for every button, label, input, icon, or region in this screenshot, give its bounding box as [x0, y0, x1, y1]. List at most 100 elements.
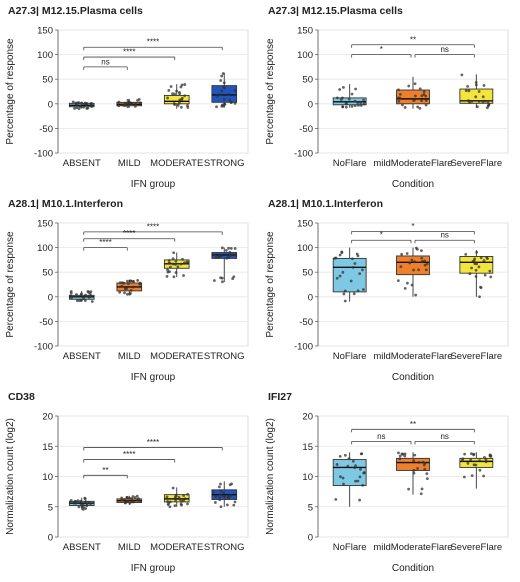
- significance-label: ns: [101, 57, 109, 66]
- jitter-point: [422, 90, 426, 94]
- chart-title: CD38: [8, 391, 35, 403]
- jitter-point: [132, 280, 135, 283]
- jitter-point: [350, 104, 354, 108]
- x-tick-label: MODERATE: [150, 351, 203, 362]
- y-tick-label: 50: [42, 75, 53, 86]
- jitter-point: [407, 84, 411, 88]
- y-tick-label: -50: [39, 124, 53, 135]
- jitter-point: [213, 501, 217, 504]
- jitter-point: [214, 494, 218, 498]
- chart-panel-ifi27-condition: IFI27 0 5 10 15 20 Normalization count (log2) C…: [260, 386, 520, 577]
- jitter-point: [489, 275, 493, 279]
- jitter-point: [339, 98, 343, 101]
- jitter-point: [168, 505, 172, 509]
- jitter-point: [343, 289, 347, 293]
- y-tick-label: 150: [297, 26, 313, 37]
- jitter-point: [420, 256, 424, 260]
- y-tick-label: 5: [48, 502, 53, 513]
- jitter-point: [182, 274, 185, 277]
- jitter-point: [180, 98, 184, 101]
- jitter-point: [219, 79, 223, 82]
- jitter-point: [169, 85, 173, 88]
- jitter-point: [166, 268, 169, 272]
- jitter-point: [481, 95, 485, 99]
- jitter-point: [212, 279, 216, 282]
- jitter-point: [362, 98, 365, 102]
- jitter-point: [126, 98, 130, 102]
- jitter-point: [228, 98, 232, 102]
- jitter-point: [350, 257, 354, 261]
- jitter-point: [233, 89, 237, 93]
- jitter-point: [133, 104, 137, 108]
- jitter-point: [353, 104, 357, 108]
- jitter-point: [134, 102, 137, 106]
- y-tick-label: 0: [308, 533, 313, 544]
- jitter-point: [420, 99, 423, 103]
- jitter-point: [75, 293, 78, 296]
- jitter-point: [401, 103, 404, 107]
- jitter-point: [69, 291, 73, 295]
- jitter-point: [472, 453, 476, 457]
- jitter-point: [82, 505, 85, 509]
- chart-title: A27.3| M12.15.Plasma cells: [268, 5, 403, 17]
- x-tick-label: STRONG: [204, 542, 245, 553]
- jitter-point: [126, 101, 130, 105]
- jitter-point: [335, 96, 339, 100]
- jitter-point: [186, 106, 190, 109]
- jitter-point: [353, 99, 357, 103]
- jitter-point: [486, 100, 490, 104]
- y-tick-label: 5: [308, 502, 313, 513]
- x-tick-label: SevereFlare: [450, 158, 502, 169]
- box-NoFlare: [332, 459, 367, 487]
- jitter-point: [82, 297, 85, 300]
- jitter-point: [120, 284, 124, 288]
- chart-panel-cd38-ifn: CD38 0 5 10 15 20 Normalization count (log2) IF…: [0, 386, 260, 577]
- jitter-point: [343, 299, 347, 303]
- jitter-point: [123, 104, 127, 108]
- jitter-point: [358, 475, 362, 479]
- jitter-point: [474, 268, 478, 272]
- jitter-point: [488, 454, 492, 458]
- chart-plasma-condition-svg: A27.3| M12.15.Plasma cells -100 -50 0 50 100 1…: [265, 5, 509, 190]
- jitter-point: [173, 504, 177, 508]
- jitter-point: [83, 497, 87, 501]
- y-tick-label: -50: [299, 124, 313, 135]
- jitter-point: [420, 249, 423, 253]
- jitter-point: [413, 453, 417, 457]
- x-tick-label: MODERATE: [150, 542, 203, 553]
- jitter-point: [168, 270, 171, 273]
- jitter-point: [351, 459, 355, 463]
- significance-label: *: [380, 231, 383, 240]
- jitter-point: [213, 253, 216, 257]
- x-tick-label: MILD: [118, 158, 141, 169]
- jitter-point: [71, 100, 75, 104]
- jitter-point: [339, 475, 342, 479]
- jitter-point: [129, 288, 133, 292]
- significance-label: **: [410, 35, 416, 44]
- jitter-point: [419, 492, 423, 496]
- jitter-point: [135, 494, 139, 498]
- jitter-point: [423, 259, 427, 263]
- significance-label: ****: [123, 229, 135, 238]
- y-tick-label: 50: [302, 75, 313, 86]
- y-tick-label: -50: [299, 317, 313, 328]
- jitter-point: [220, 89, 224, 93]
- jitter-point: [137, 497, 140, 501]
- jitter-point: [485, 106, 489, 110]
- x-axis-label: IFN group: [131, 372, 176, 383]
- jitter-point: [138, 101, 142, 105]
- jitter-point: [474, 463, 478, 467]
- jitter-point: [467, 89, 471, 93]
- jitter-point: [165, 275, 169, 278]
- jitter-point: [219, 489, 223, 493]
- jitter-point: [179, 262, 183, 266]
- jitter-point: [175, 89, 179, 93]
- jitter-point: [220, 74, 224, 78]
- jitter-point: [130, 496, 133, 500]
- jitter-point: [172, 251, 176, 255]
- jitter-point: [69, 294, 73, 297]
- jitter-point: [79, 503, 83, 506]
- jitter-point: [472, 259, 476, 263]
- jitter-point: [338, 274, 342, 278]
- jitter-point: [488, 269, 492, 273]
